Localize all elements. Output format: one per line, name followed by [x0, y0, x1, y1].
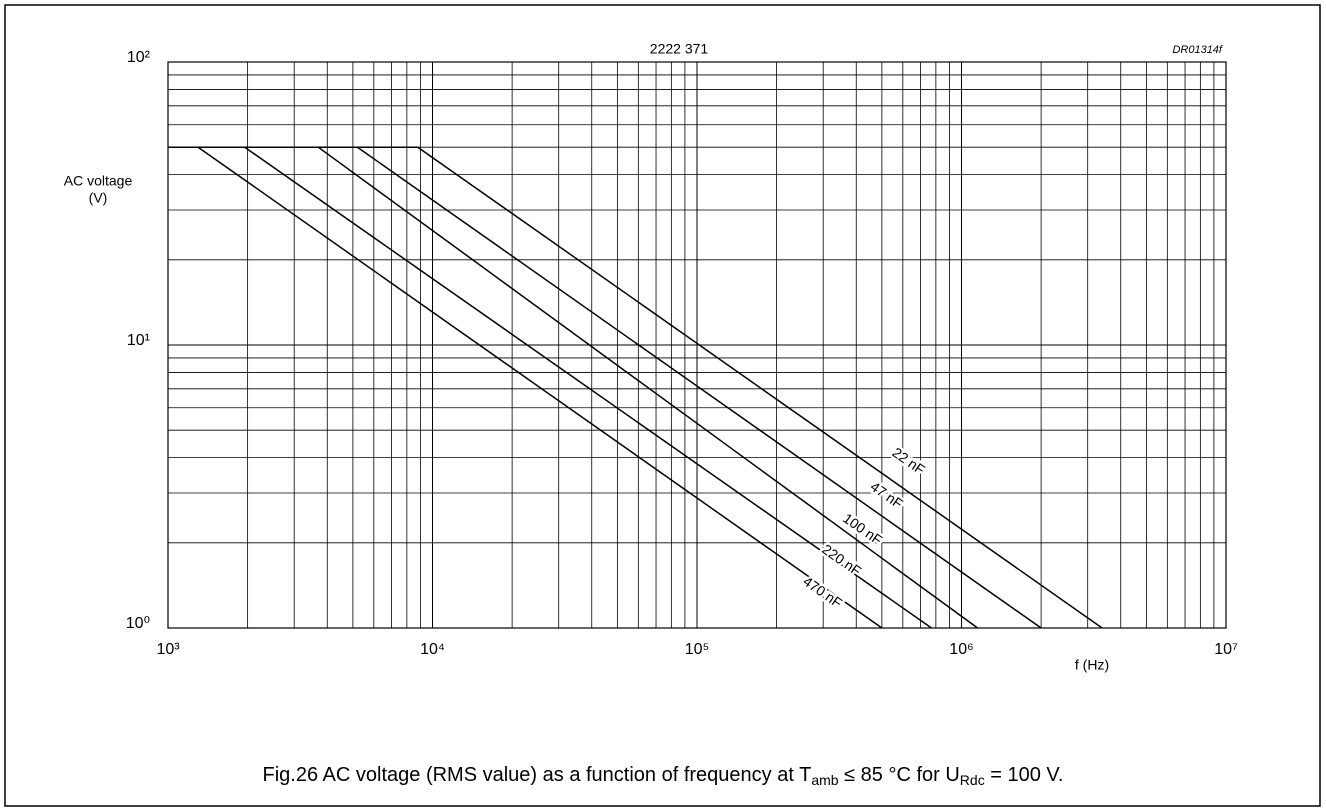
y-tick-label: 10⁰	[126, 615, 150, 632]
x-tick-label: 10³	[156, 641, 180, 658]
outer-frame	[4, 4, 1321, 807]
caption-text: Fig.26 AC voltage (RMS value) as a funct…	[263, 764, 812, 786]
y-axis-label: AC voltage	[64, 173, 133, 189]
series-label: 47 nF	[867, 478, 906, 512]
y-tick-label: 10²	[127, 49, 151, 66]
drawing-code: DR01314f	[1172, 44, 1222, 56]
plot-frame	[167, 61, 1227, 629]
y-axis-label: (V)	[89, 190, 108, 206]
series-label: 22 nF	[889, 444, 928, 478]
y-tick-label: 10¹	[127, 332, 150, 349]
series-line	[168, 146, 883, 629]
series-label: 470 nF	[800, 573, 845, 611]
series-label: 100 nF	[840, 510, 885, 548]
caption-subscript: Rdc	[960, 772, 985, 788]
x-axis-label: f (Hz)	[1075, 657, 1109, 673]
caption: Fig.26 AC voltage (RMS value) as a funct…	[263, 764, 1064, 787]
caption-subscript: amb	[811, 772, 838, 788]
x-tick-label: 10⁵	[685, 641, 709, 658]
caption-text: = 100 V.	[985, 764, 1064, 786]
x-tick-label: 10⁷	[1214, 641, 1238, 658]
x-tick-label: 10⁶	[949, 641, 973, 658]
series-line	[168, 146, 932, 629]
chart-title: 2222 371	[650, 41, 709, 57]
caption-text: ≤ 85 °C for U	[839, 764, 960, 786]
x-tick-label: 10⁴	[420, 641, 445, 658]
series-label: 220 nF	[819, 541, 864, 579]
series-line	[168, 146, 1042, 629]
